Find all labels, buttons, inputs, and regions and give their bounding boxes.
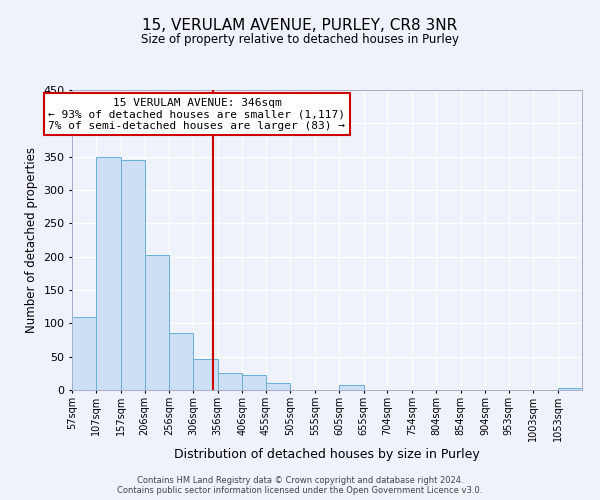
Bar bbox=[339, 386, 364, 390]
Text: Size of property relative to detached houses in Purley: Size of property relative to detached ho… bbox=[141, 32, 459, 46]
Bar bbox=[97, 156, 121, 390]
Bar bbox=[218, 374, 242, 390]
Y-axis label: Number of detached properties: Number of detached properties bbox=[25, 147, 38, 333]
Bar bbox=[557, 388, 582, 390]
Bar bbox=[266, 382, 290, 390]
Text: Contains HM Land Registry data © Crown copyright and database right 2024.
Contai: Contains HM Land Registry data © Crown c… bbox=[118, 476, 482, 495]
Bar bbox=[169, 334, 193, 390]
Bar bbox=[145, 254, 169, 390]
Text: 15, VERULAM AVENUE, PURLEY, CR8 3NR: 15, VERULAM AVENUE, PURLEY, CR8 3NR bbox=[142, 18, 458, 32]
Bar bbox=[242, 376, 266, 390]
X-axis label: Distribution of detached houses by size in Purley: Distribution of detached houses by size … bbox=[174, 448, 480, 461]
Text: 15 VERULAM AVENUE: 346sqm
← 93% of detached houses are smaller (1,117)
7% of sem: 15 VERULAM AVENUE: 346sqm ← 93% of detac… bbox=[49, 98, 346, 130]
Bar bbox=[121, 160, 145, 390]
Bar bbox=[193, 358, 218, 390]
Bar bbox=[72, 316, 97, 390]
